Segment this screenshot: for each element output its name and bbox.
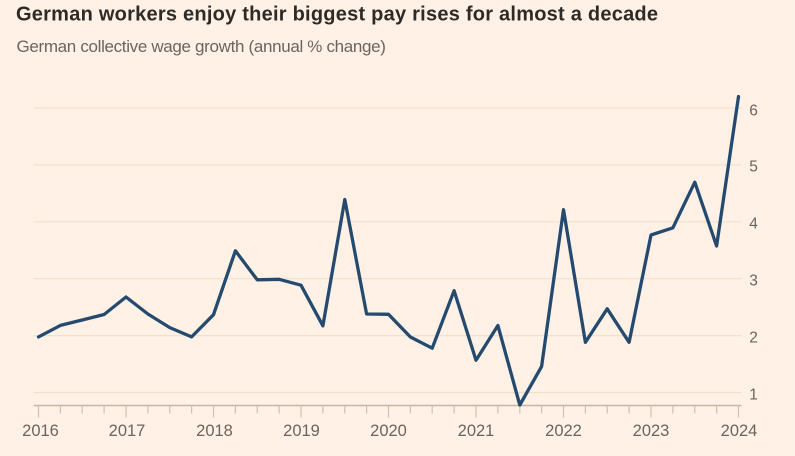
svg-text:2022: 2022 [545, 422, 582, 440]
svg-text:2024: 2024 [721, 422, 758, 440]
svg-text:2017: 2017 [109, 422, 146, 440]
svg-text:German workers enjoy their big: German workers enjoy their biggest pay r… [16, 3, 658, 25]
svg-text:5: 5 [749, 159, 758, 176]
svg-text:4: 4 [749, 216, 758, 233]
svg-text:2019: 2019 [283, 422, 320, 440]
svg-text:2021: 2021 [458, 422, 495, 440]
svg-text:2018: 2018 [196, 422, 233, 440]
svg-text:2020: 2020 [370, 422, 407, 440]
svg-text:German collective wage growth: German collective wage growth (annual % … [17, 37, 386, 56]
svg-text:1: 1 [749, 386, 758, 403]
svg-text:2016: 2016 [22, 422, 59, 440]
svg-text:3: 3 [749, 273, 758, 290]
svg-text:6: 6 [749, 102, 758, 119]
svg-text:2023: 2023 [633, 422, 670, 440]
svg-text:2: 2 [749, 329, 758, 346]
